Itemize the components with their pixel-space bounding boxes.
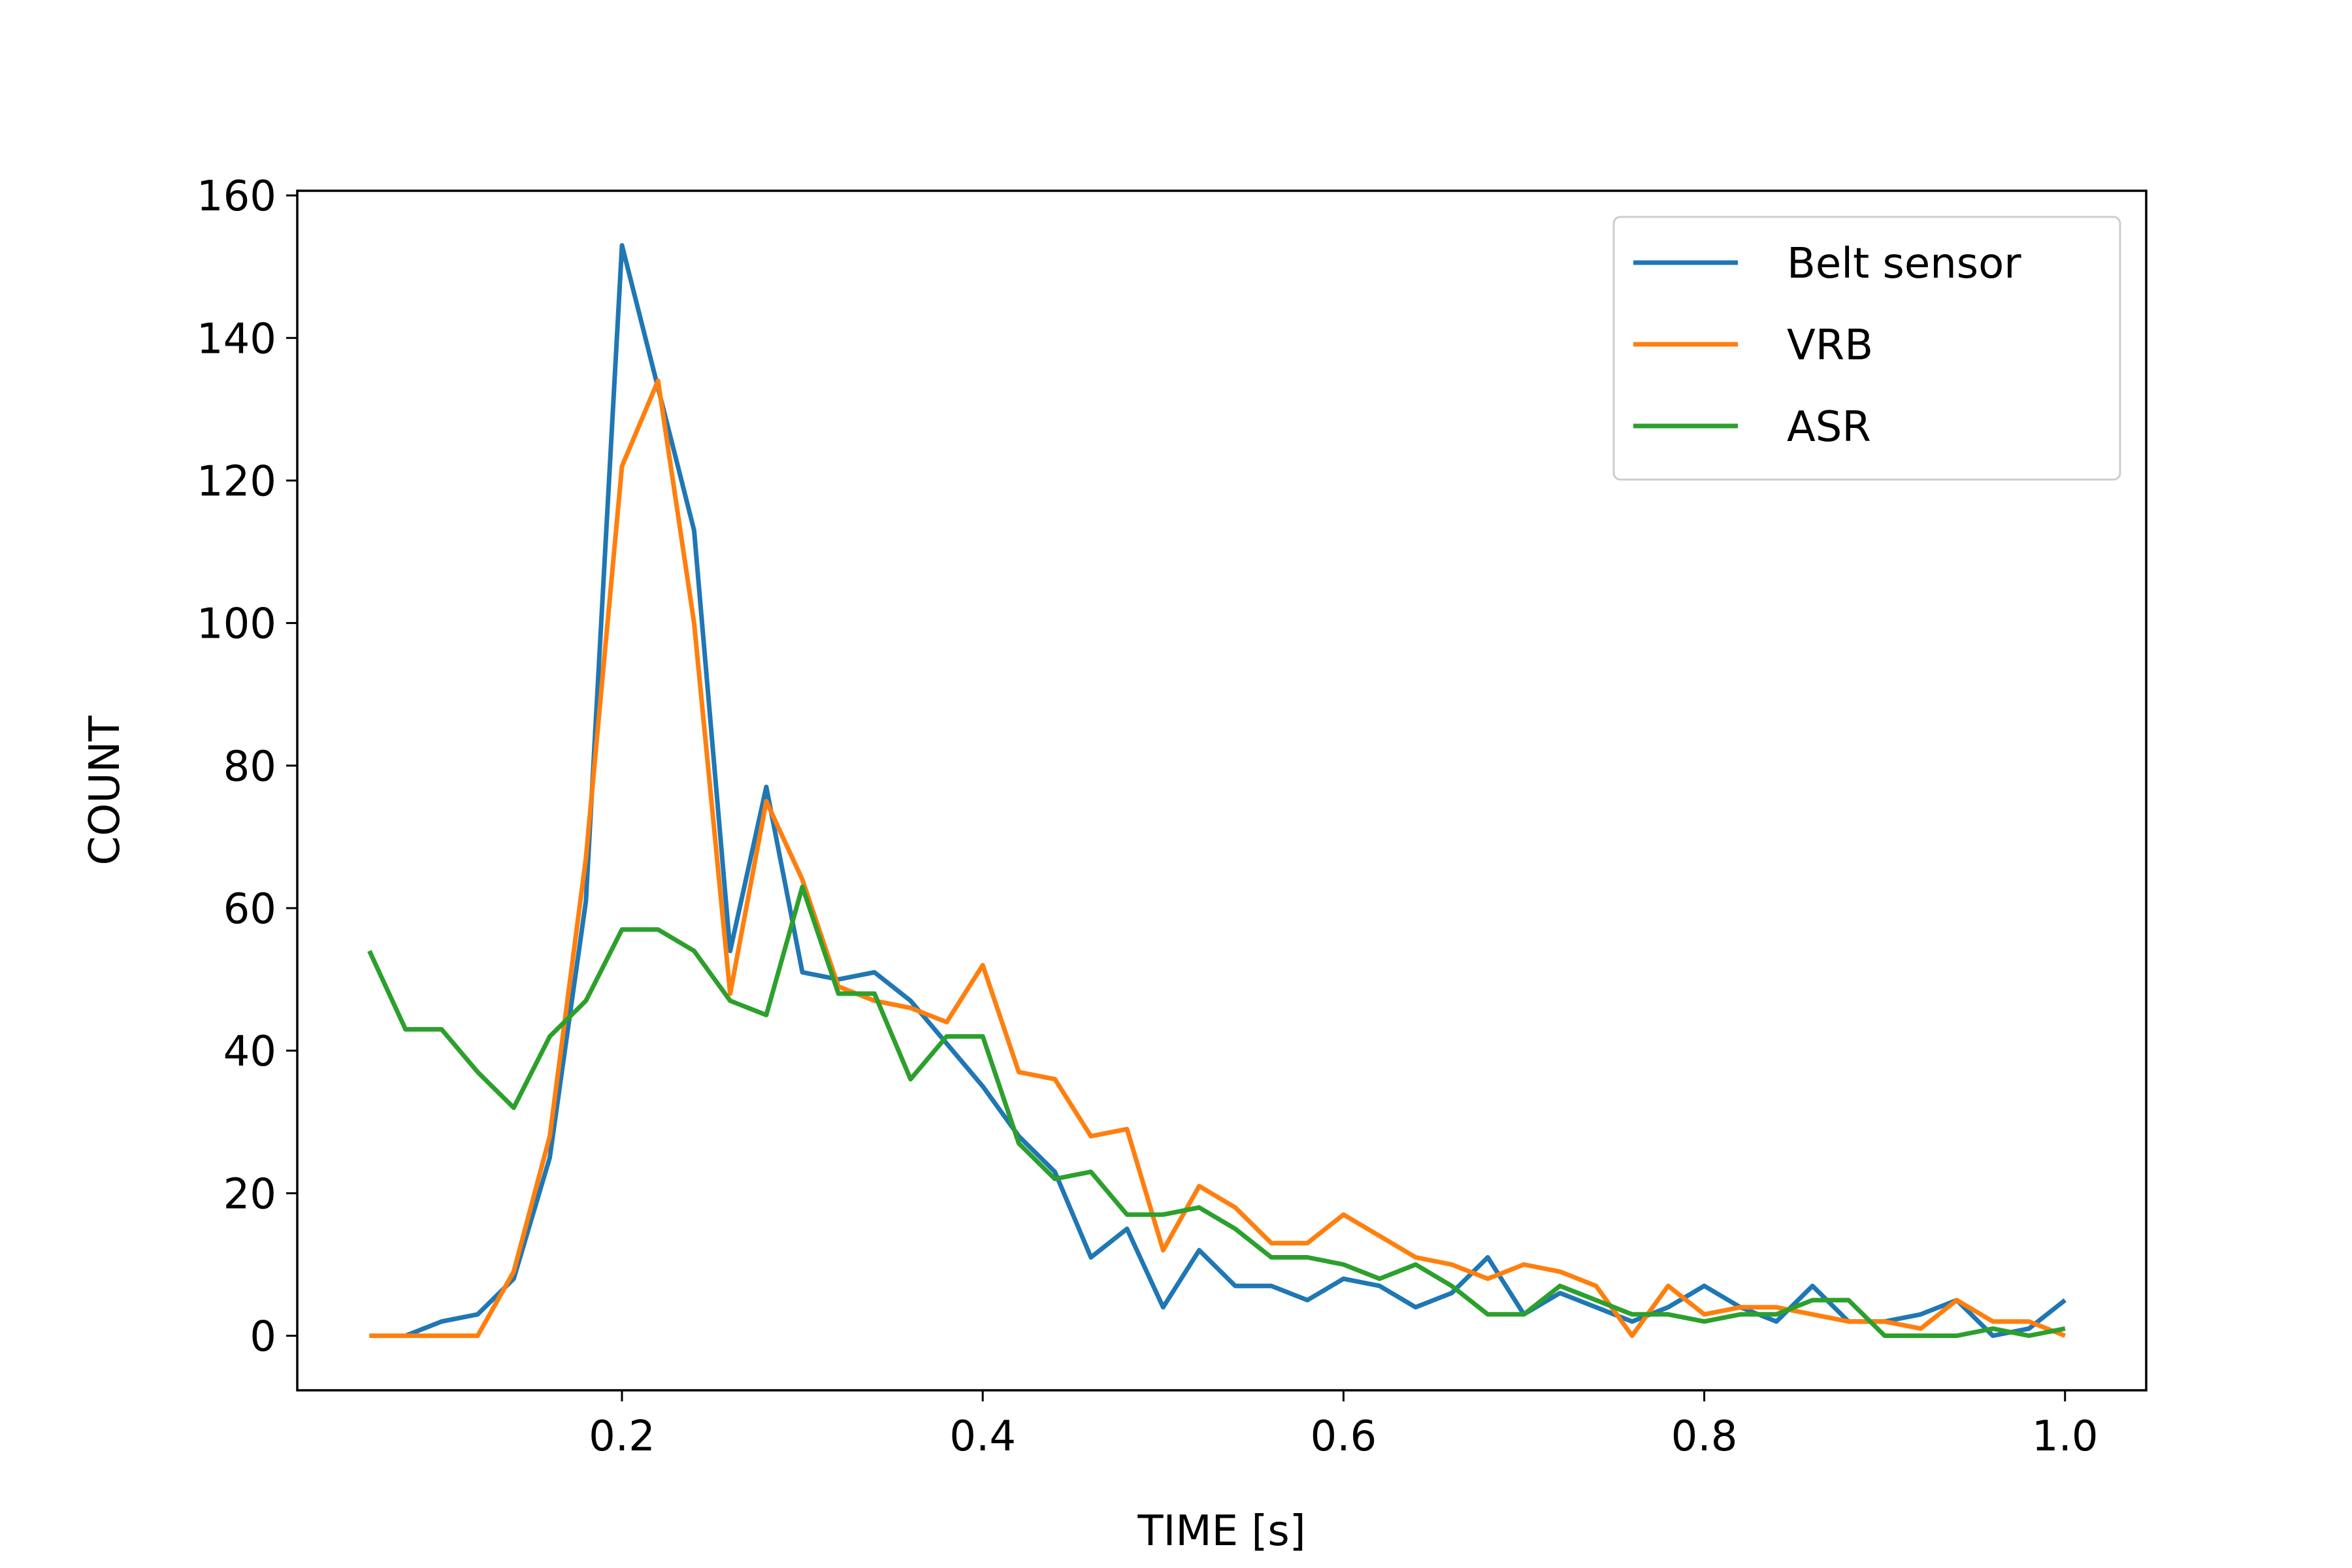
y-tick-label: 80 [223, 743, 276, 791]
y-tick-label: 100 [197, 600, 276, 649]
legend-label: VRB [1787, 321, 1873, 370]
legend-label: ASR [1787, 403, 1871, 451]
y-axis: 0 20 40 60 80 100 120 140 160 [197, 172, 297, 1362]
y-tick-label: 120 [197, 457, 276, 506]
legend-box [1612, 216, 2121, 481]
series-line-3 [367, 884, 2066, 1338]
x-tick-label: 0.2 [589, 1413, 655, 1461]
y-tick-label: 0 [250, 1313, 276, 1362]
plot-frame [296, 189, 2148, 1392]
series-line-1 [369, 243, 2066, 1338]
series-line-2 [369, 378, 2066, 1338]
x-tick-label: 0.4 [949, 1413, 1016, 1461]
y-axis-label: COUNT [81, 715, 129, 866]
legend: Belt sensor VRB ASR [1612, 216, 2121, 481]
series-layer [367, 243, 2066, 1338]
x-tick-label: 0.8 [1671, 1413, 1738, 1461]
x-axis-label: TIME [s] [1137, 1507, 1305, 1556]
y-tick-label: 140 [197, 315, 276, 363]
x-axis: 0.2 0.4 0.6 0.8 1.0 [589, 1390, 2099, 1461]
x-tick-label: 1.0 [2032, 1413, 2099, 1461]
y-tick-label: 40 [223, 1028, 276, 1076]
y-tick-label: 160 [197, 172, 276, 221]
x-tick-label: 0.6 [1310, 1413, 1377, 1461]
y-tick-label: 20 [223, 1170, 276, 1218]
legend-label: Belt sensor [1787, 240, 2021, 288]
y-tick-label: 60 [223, 885, 276, 934]
